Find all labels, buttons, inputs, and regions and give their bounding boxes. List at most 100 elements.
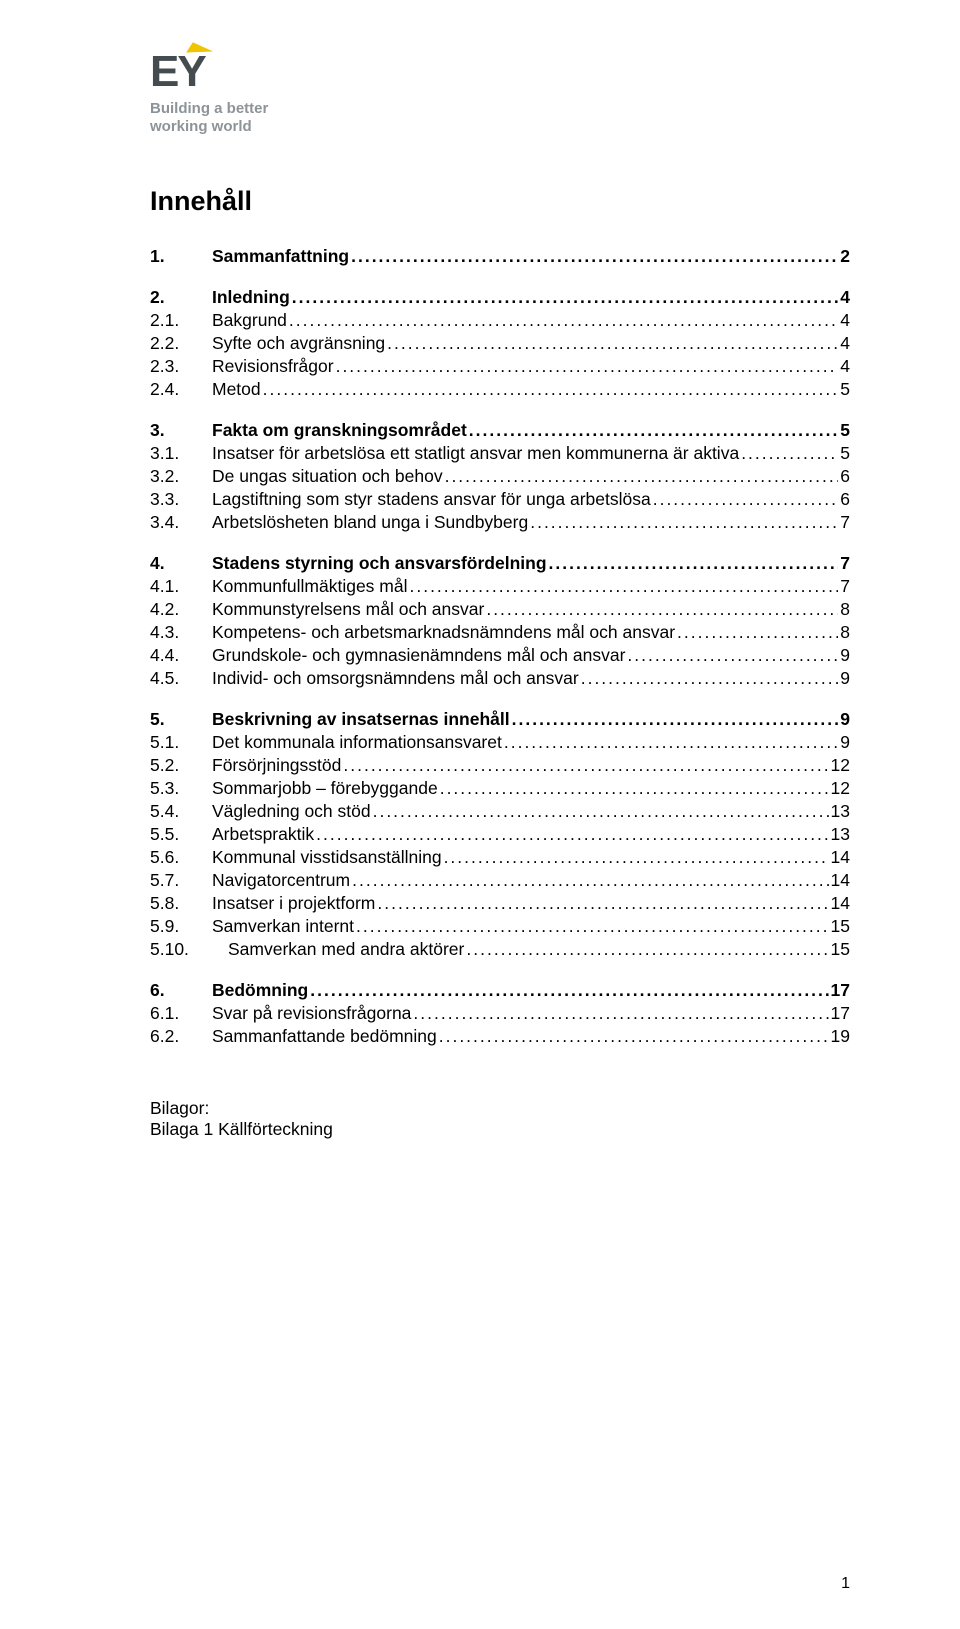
toc-page-number: 19 <box>831 1026 850 1047</box>
toc-leader-dots <box>741 443 838 464</box>
toc-row: 4.3.Kompetens- och arbetsmarknadsnämnden… <box>150 621 850 644</box>
toc-label: Bakgrund <box>212 310 287 331</box>
toc-group: 6.Bedömning176.1.Svar på revisionsfrågor… <box>150 979 850 1048</box>
toc-row: 6.2.Sammanfattande bedömning 19 <box>150 1025 850 1048</box>
toc-row: 2.Inledning 4 <box>150 286 850 309</box>
toc-label: De ungas situation och behov <box>212 466 443 487</box>
toc-number: 4. <box>150 553 212 574</box>
toc-page-number: 4 <box>840 333 850 354</box>
toc-page-number: 14 <box>831 870 850 891</box>
toc-leader-dots <box>466 939 828 960</box>
toc-row: 2.4.Metod5 <box>150 378 850 401</box>
toc-leader-dots <box>549 553 839 574</box>
logo-letter-y: Y <box>177 50 204 94</box>
toc-group: 5.Beskrivning av insatsernas innehåll95.… <box>150 708 850 961</box>
toc-row: 5.Beskrivning av insatsernas innehåll9 <box>150 708 850 731</box>
toc-page-number: 14 <box>831 893 850 914</box>
page-number: 1 <box>841 1575 850 1593</box>
toc-row: 2.2.Syfte och avgränsning4 <box>150 332 850 355</box>
toc-number: 5.5. <box>150 824 212 845</box>
toc-leader-dots <box>445 466 839 487</box>
toc-leader-dots <box>343 755 828 776</box>
toc-number: 3. <box>150 420 212 441</box>
toc-row: 6.1.Svar på revisionsfrågorna17 <box>150 1002 850 1025</box>
toc-number: 5.8. <box>150 893 212 914</box>
toc-row: 3.4.Arbetslösheten bland unga i Sundbybe… <box>150 511 850 534</box>
toc-leader-dots <box>486 599 838 620</box>
toc-label: Kommunstyrelsens mål och ansvar <box>212 599 484 620</box>
toc-row: 5.3.Sommarjobb – förebyggande12 <box>150 777 850 800</box>
toc-page-number: 4 <box>840 310 850 331</box>
toc-label: Syfte och avgränsning <box>212 333 385 354</box>
toc-leader-dots <box>310 980 828 1001</box>
toc-number: 2.1. <box>150 310 212 331</box>
toc-row: 5.8.Insatser i projektform 14 <box>150 892 850 915</box>
toc-number: 4.3. <box>150 622 212 643</box>
toc-number: 5.4. <box>150 801 212 822</box>
toc-page-number: 14 <box>831 847 850 868</box>
toc-leader-dots <box>512 709 839 730</box>
appendix-block: Bilagor: Bilaga 1 Källförteckning <box>150 1098 850 1140</box>
toc-number: 4.2. <box>150 599 212 620</box>
toc-leader-dots <box>289 310 838 331</box>
toc-row: 5.6.Kommunal visstidsanställning14 <box>150 846 850 869</box>
toc-page-number: 2 <box>840 246 850 267</box>
toc-number: 3.3. <box>150 489 212 510</box>
toc-leader-dots <box>263 379 839 400</box>
logo-letter-e: E <box>150 50 177 94</box>
toc-label: Fakta om granskningsområdet <box>212 420 467 441</box>
toc-label: Försörjningsstöd <box>212 755 341 776</box>
toc-number: 5.1. <box>150 732 212 753</box>
logo-tagline: Building a better working world <box>150 100 310 136</box>
toc-number: 4.5. <box>150 668 212 689</box>
toc-page-number: 9 <box>840 668 850 689</box>
toc-label: Sammanfattande bedömning <box>212 1026 437 1047</box>
toc-label: Sammanfattning <box>212 246 349 267</box>
toc-row: 5.2.Försörjningsstöd12 <box>150 754 850 777</box>
toc-number: 6.2. <box>150 1026 212 1047</box>
toc-label: Stadens styrning och ansvarsfördelning <box>212 553 547 574</box>
appendix-heading: Bilagor: <box>150 1098 850 1119</box>
toc-page-number: 7 <box>840 512 850 533</box>
toc-number: 5.2. <box>150 755 212 776</box>
toc-leader-dots <box>504 732 838 753</box>
toc-page-number: 6 <box>840 489 850 510</box>
toc-number: 5. <box>150 709 212 730</box>
toc-page-number: 13 <box>831 824 850 845</box>
logo-block: EY Building a better working world <box>150 50 850 136</box>
toc-row: 6.Bedömning17 <box>150 979 850 1002</box>
toc-leader-dots <box>530 512 838 533</box>
toc-row: 4.1.Kommunfullmäktiges mål7 <box>150 575 850 598</box>
toc-leader-dots <box>356 916 829 937</box>
toc-number: 2. <box>150 287 212 308</box>
toc-leader-dots <box>677 622 838 643</box>
toc-page-number: 6 <box>840 466 850 487</box>
toc-page-number: 4 <box>840 287 850 308</box>
toc-label: Beskrivning av insatsernas innehåll <box>212 709 510 730</box>
tagline-line-2: working world <box>150 118 310 136</box>
toc-row: 5.9.Samverkan internt15 <box>150 915 850 938</box>
toc-label: Samverkan med andra aktörer <box>228 939 464 960</box>
toc-label: Revisionsfrågor <box>212 356 334 377</box>
toc-leader-dots <box>653 489 839 510</box>
toc-number: 2.3. <box>150 356 212 377</box>
toc-page-number: 5 <box>840 420 850 441</box>
toc-row: 3.3.Lagstiftning som styr stadens ansvar… <box>150 488 850 511</box>
toc-number: 6. <box>150 980 212 1001</box>
toc-label: Kommunal visstidsanställning <box>212 847 442 868</box>
toc-label: Insatser för arbetslösa ett statligt ans… <box>212 443 739 464</box>
toc-label: Inledning <box>212 287 290 308</box>
toc-label: Bedömning <box>212 980 308 1001</box>
toc-leader-dots <box>351 246 838 267</box>
toc-group: 4.Stadens styrning och ansvarsfördelning… <box>150 552 850 690</box>
toc-label: Lagstiftning som styr stadens ansvar för… <box>212 489 651 510</box>
toc-label: Arbetspraktik <box>212 824 314 845</box>
toc-number: 6.1. <box>150 1003 212 1024</box>
tagline-line-1: Building a better <box>150 100 310 118</box>
toc-leader-dots <box>413 1003 828 1024</box>
toc-label: Samverkan internt <box>212 916 354 937</box>
toc-leader-dots <box>352 870 828 891</box>
toc-label: Insatser i projektform <box>212 893 375 914</box>
toc-label: Navigatorcentrum <box>212 870 350 891</box>
toc-page-number: 13 <box>831 801 850 822</box>
